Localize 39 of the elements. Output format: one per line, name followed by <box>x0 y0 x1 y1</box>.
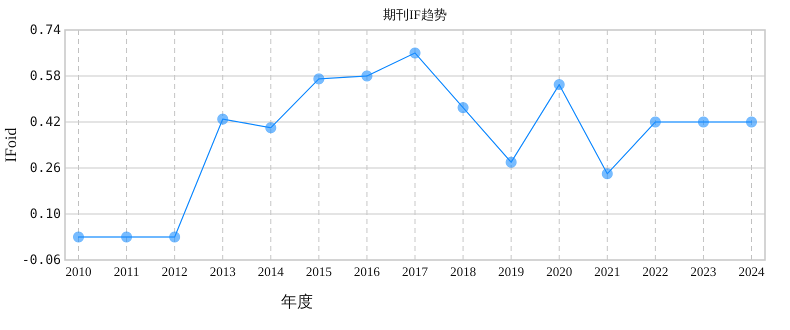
point <box>169 232 180 242</box>
x-tick-label: 2010 <box>66 264 92 279</box>
x-tick-label: 2023 <box>690 264 716 279</box>
x-tick-label: 2017 <box>402 264 428 279</box>
point <box>650 116 661 128</box>
point <box>313 73 324 84</box>
point <box>458 102 469 114</box>
point <box>746 116 757 128</box>
x-tick-label: 2018 <box>450 264 476 279</box>
point <box>265 122 276 134</box>
y-tick-label: 0.42 <box>30 115 61 130</box>
point <box>410 48 420 58</box>
point <box>506 156 517 168</box>
point <box>698 116 709 128</box>
x-tick-label: 2014 <box>258 264 284 279</box>
x-tick-label: 2021 <box>594 264 620 279</box>
x-tick-label: 2016 <box>354 264 380 279</box>
y-tick-label: 0.26 <box>30 161 61 176</box>
x-tick-label: 2013 <box>210 264 236 279</box>
point <box>602 168 613 180</box>
point <box>121 232 132 242</box>
y-tick-label: -0.06 <box>22 253 61 268</box>
point <box>554 79 565 90</box>
y-axis-title: IFoid <box>3 128 20 162</box>
x-tick-label: 2022 <box>642 264 668 279</box>
point <box>217 114 228 125</box>
y-tick-label: 0.74 <box>30 23 62 38</box>
x-tick-label: 2012 <box>162 264 188 279</box>
chart-title: 期刊IF趋势 <box>383 7 447 22</box>
x-tick-label: 2011 <box>114 264 140 279</box>
x-tick-label: 2019 <box>498 264 524 279</box>
x-tick-label: 2024 <box>738 264 765 279</box>
y-tick-label: 0.58 <box>30 69 61 84</box>
point <box>361 70 372 82</box>
x-tick-label: 2020 <box>546 264 572 279</box>
y-tick-label: 0.10 <box>30 207 61 222</box>
point <box>73 232 84 242</box>
x-axis-title: 年度 <box>281 293 313 311</box>
x-tick-label: 2015 <box>306 264 332 279</box>
